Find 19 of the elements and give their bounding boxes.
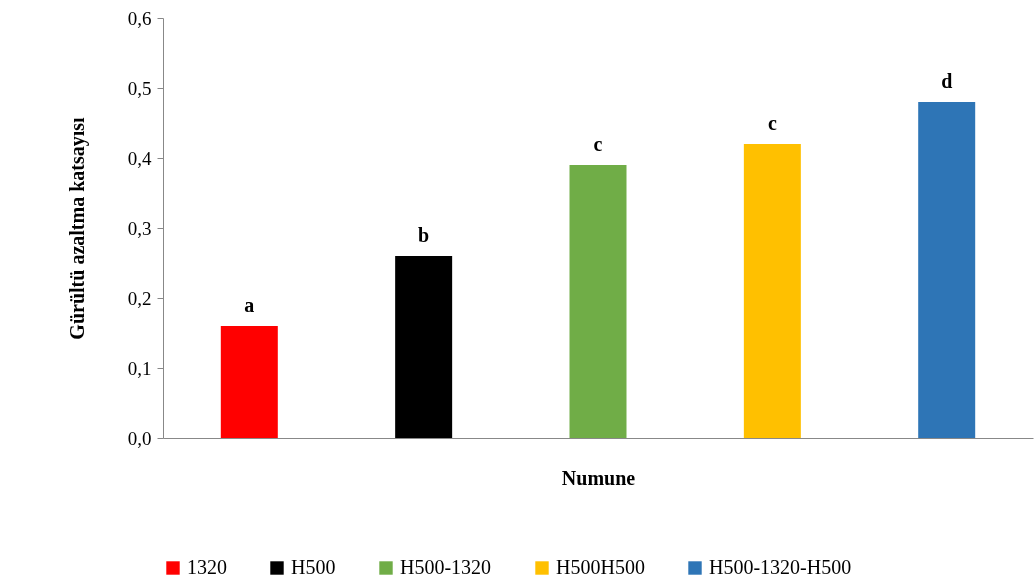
y-tick-label: 0,1 — [127, 357, 152, 379]
annotation: c — [593, 133, 603, 155]
annotation: c — [767, 112, 777, 134]
y-tick-label: 0,3 — [127, 217, 152, 239]
annotation: b — [418, 224, 430, 246]
y-tick-label: 0,6 — [127, 7, 152, 29]
legend-label: H500H500 — [556, 556, 645, 578]
legend-label: H500-1320-H500 — [709, 556, 852, 578]
y-tick-label: 0,5 — [127, 77, 152, 99]
legend-label: 1320 — [187, 556, 227, 578]
y-tick-label: 0,0 — [127, 427, 152, 449]
y-axis-title: Gürültü azaltma katsayısı — [65, 116, 89, 340]
annotation: d — [941, 70, 953, 92]
legend-label: H500 — [291, 556, 336, 578]
annotation: a — [244, 294, 255, 316]
y-tick-label: 0,2 — [127, 287, 152, 309]
y-tick-label: 0,4 — [127, 147, 152, 169]
legend-label: H500-1320 — [400, 556, 492, 578]
x-axis-title: Numune — [561, 466, 636, 489]
